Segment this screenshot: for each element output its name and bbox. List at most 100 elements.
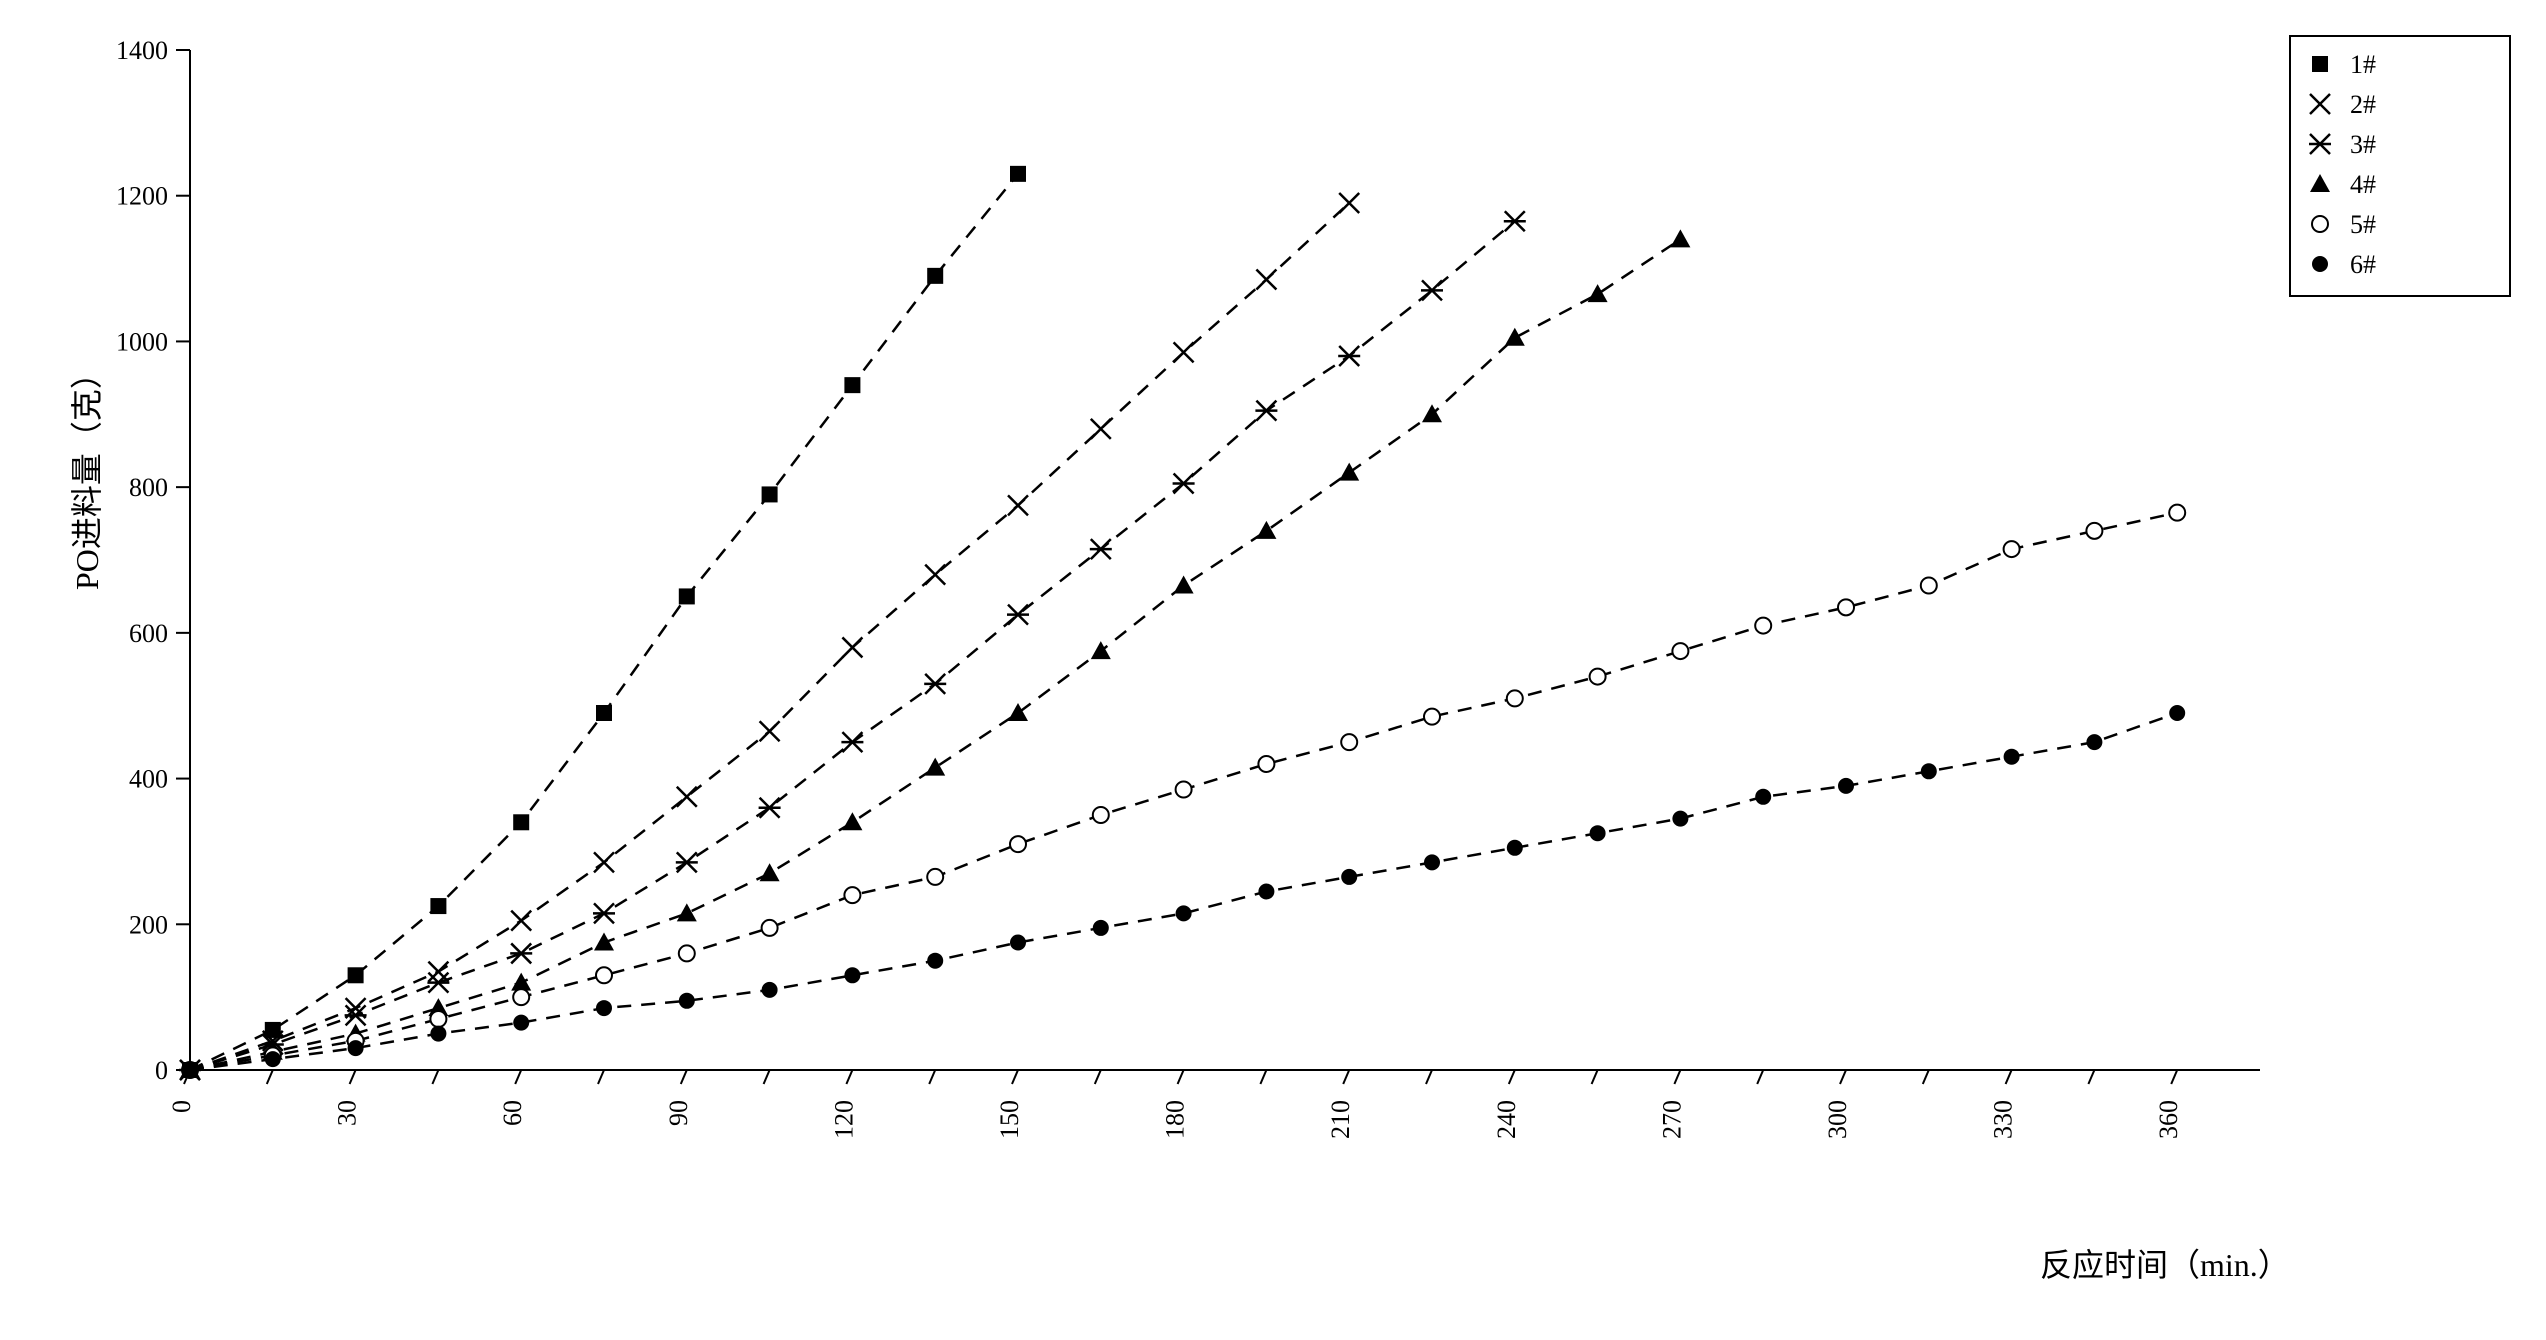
marker: [925, 758, 945, 776]
marker: [1505, 328, 1525, 346]
series-line: [190, 221, 1515, 1070]
marker: [2310, 94, 2330, 114]
marker: [762, 486, 778, 502]
marker: [841, 732, 863, 752]
y-axis-label: PO进料量（克）: [62, 357, 108, 590]
marker: [1010, 836, 1026, 852]
marker: [1258, 756, 1274, 772]
marker: [1670, 229, 1690, 247]
series-4#: [180, 229, 1690, 1078]
marker: [593, 903, 615, 923]
marker: [1838, 599, 1854, 615]
marker: [2312, 56, 2328, 72]
marker: [1339, 193, 1359, 213]
marker: [510, 943, 532, 963]
marker: [430, 1026, 446, 1042]
x-tick: [764, 1070, 770, 1084]
legend-label: 1#: [2350, 50, 2376, 79]
legend-label: 5#: [2350, 210, 2376, 239]
x-tick-label: 0: [167, 1100, 196, 1113]
marker: [2086, 734, 2102, 750]
x-tick: [350, 1070, 356, 1084]
x-tick: [2006, 1070, 2012, 1084]
marker: [844, 887, 860, 903]
marker: [1090, 539, 1112, 559]
marker: [1093, 807, 1109, 823]
y-tick-label: 1000: [116, 327, 168, 356]
marker: [760, 863, 780, 881]
y-tick-label: 800: [129, 473, 168, 502]
marker: [1338, 346, 1360, 366]
marker: [1921, 578, 1937, 594]
x-tick: [1095, 1070, 1101, 1084]
marker: [2309, 134, 2331, 154]
marker: [596, 967, 612, 983]
x-tick: [1426, 1070, 1432, 1084]
x-tick-label: 60: [498, 1100, 527, 1126]
marker: [182, 1062, 198, 1078]
marker: [2312, 216, 2328, 232]
x-tick: [2088, 1070, 2094, 1084]
marker: [2086, 523, 2102, 539]
marker: [927, 869, 943, 885]
x-tick-label: 360: [2154, 1100, 2183, 1139]
marker: [1093, 920, 1109, 936]
series-6#: [182, 705, 2185, 1078]
y-tick-label: 200: [129, 910, 168, 939]
marker: [927, 268, 943, 284]
marker: [679, 945, 695, 961]
marker: [1838, 778, 1854, 794]
legend-label: 3#: [2350, 130, 2376, 159]
marker: [1422, 404, 1442, 422]
x-tick: [1840, 1070, 1846, 1084]
marker: [511, 911, 531, 931]
marker: [1091, 419, 1111, 439]
marker: [1590, 825, 1606, 841]
marker: [594, 933, 614, 951]
marker: [1341, 734, 1357, 750]
marker: [677, 787, 697, 807]
axes: [190, 50, 2260, 1070]
marker: [596, 705, 612, 721]
marker: [1173, 474, 1195, 494]
series-line: [190, 713, 2177, 1070]
marker: [759, 798, 781, 818]
marker: [1504, 211, 1526, 231]
marker: [844, 377, 860, 393]
marker: [1421, 280, 1443, 300]
marker: [1341, 869, 1357, 885]
marker: [676, 852, 698, 872]
marker: [1507, 690, 1523, 706]
marker: [1174, 576, 1194, 594]
x-tick: [1674, 1070, 1680, 1084]
marker: [1256, 270, 1276, 290]
marker: [1424, 854, 1440, 870]
marker: [513, 814, 529, 830]
marker: [762, 920, 778, 936]
y-tick-label: 1200: [116, 182, 168, 211]
marker: [677, 903, 697, 921]
x-tick: [2171, 1070, 2177, 1084]
chart-container: 0200400600800100012001400030609012015018…: [30, 30, 2516, 1310]
x-tick-label: 180: [1161, 1100, 1190, 1139]
marker: [2169, 505, 2185, 521]
marker: [1588, 284, 1608, 302]
marker: [1010, 935, 1026, 951]
marker: [1174, 342, 1194, 362]
marker: [924, 674, 946, 694]
x-tick: [1923, 1070, 1929, 1084]
x-tick: [1509, 1070, 1515, 1084]
x-tick-label: 270: [1657, 1100, 1686, 1139]
x-tick: [1260, 1070, 1266, 1084]
marker: [2310, 174, 2330, 192]
marker: [1258, 884, 1274, 900]
marker: [1672, 811, 1688, 827]
marker: [513, 1015, 529, 1031]
marker: [1176, 905, 1192, 921]
x-tick: [267, 1070, 273, 1084]
x-tick: [1343, 1070, 1349, 1084]
marker: [1091, 641, 1111, 659]
marker: [925, 565, 945, 585]
marker: [1256, 521, 1276, 539]
marker: [2312, 256, 2328, 272]
